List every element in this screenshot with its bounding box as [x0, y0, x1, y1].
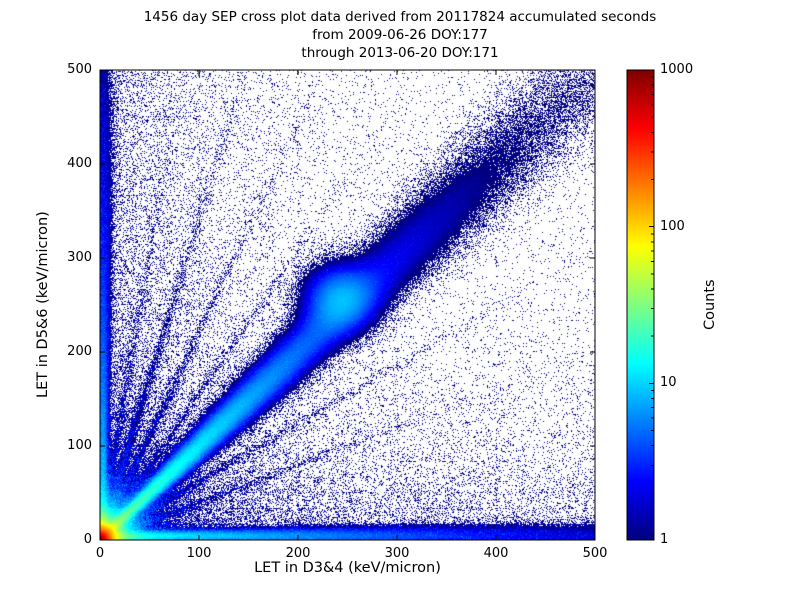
- scatter-heatmap-canvas: [100, 70, 595, 540]
- x-tick-label: 0: [95, 546, 105, 561]
- colorbar-tick-label: 100: [660, 218, 685, 234]
- y-axis-label: LET in D5&6 (keV/micron): [35, 211, 51, 399]
- y-tick-label: 100: [67, 438, 92, 453]
- y-tick-label: 500: [67, 62, 92, 77]
- y-tick-label: 400: [67, 156, 92, 171]
- colorbar-tick-label: 1: [660, 532, 669, 547]
- x-tick-label: 100: [186, 546, 212, 561]
- x-tick-label: 300: [384, 546, 410, 561]
- x-tick-label: 400: [483, 546, 509, 561]
- colorbar-gradient: [627, 70, 654, 540]
- y-tick-label: 200: [67, 344, 92, 359]
- colorbar-tick-label: 10: [660, 375, 677, 391]
- x-tick-label: 500: [582, 546, 608, 561]
- colorbar-tick-label: 1000: [660, 62, 694, 77]
- colorbar-label: Counts: [702, 279, 718, 331]
- chart-title-line3: through 2013-06-20 DOY:171: [301, 45, 499, 61]
- chart-title: 1456 day SEP cross plot data derived fro…: [0, 8, 800, 62]
- x-tick-label: 200: [285, 546, 311, 561]
- y-tick-label: 300: [67, 250, 92, 265]
- y-tick-label: 0: [83, 532, 92, 547]
- chart-title-line1: 1456 day SEP cross plot data derived fro…: [143, 9, 657, 25]
- x-axis-label: LET in D3&4 (keV/micron): [254, 560, 441, 576]
- chart-title-line2: from 2009-06-26 DOY:177: [312, 27, 488, 43]
